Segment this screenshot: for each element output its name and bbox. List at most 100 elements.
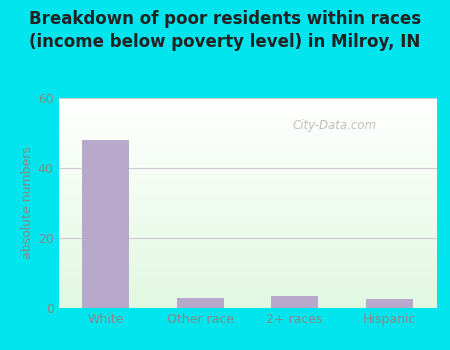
Bar xyxy=(58,233,436,235)
Bar xyxy=(58,136,436,137)
Bar xyxy=(58,205,436,206)
Bar xyxy=(58,216,436,217)
Bar xyxy=(58,307,436,308)
Bar xyxy=(58,164,436,165)
Bar xyxy=(58,131,436,132)
Bar xyxy=(58,119,436,120)
Bar xyxy=(58,107,436,108)
Bar xyxy=(58,181,436,182)
Bar xyxy=(58,165,436,166)
Bar xyxy=(58,110,436,111)
Bar xyxy=(58,238,436,239)
Bar xyxy=(58,298,436,299)
Bar xyxy=(58,206,436,207)
Bar xyxy=(58,180,436,181)
Bar xyxy=(58,261,436,262)
Bar xyxy=(58,163,436,164)
Bar xyxy=(176,298,224,308)
Bar xyxy=(58,244,436,245)
Bar xyxy=(58,239,436,240)
Bar xyxy=(58,123,436,124)
Bar xyxy=(58,140,436,141)
Bar xyxy=(58,289,436,290)
Bar xyxy=(58,258,436,259)
Bar xyxy=(58,306,436,307)
Bar xyxy=(58,179,436,180)
Bar xyxy=(58,280,436,281)
Bar xyxy=(58,202,436,203)
Bar xyxy=(58,210,436,211)
Bar xyxy=(58,194,436,195)
Bar xyxy=(58,98,436,99)
Bar xyxy=(58,293,436,294)
Bar xyxy=(58,101,436,102)
Bar xyxy=(58,116,436,117)
Bar xyxy=(58,242,436,243)
Bar xyxy=(58,217,436,218)
Bar xyxy=(58,114,436,115)
Bar xyxy=(58,156,436,157)
Bar xyxy=(58,268,436,269)
Bar xyxy=(58,209,436,210)
Bar xyxy=(58,296,436,298)
Bar xyxy=(58,204,436,205)
Bar xyxy=(58,147,436,148)
Bar xyxy=(58,256,436,257)
Bar xyxy=(58,271,436,272)
Bar xyxy=(58,100,436,101)
Bar xyxy=(58,260,436,261)
Bar xyxy=(58,155,436,156)
Bar xyxy=(58,223,436,224)
Bar xyxy=(58,304,436,305)
Bar xyxy=(58,229,436,230)
Bar xyxy=(58,201,436,202)
Bar xyxy=(58,111,436,112)
Bar xyxy=(58,228,436,229)
Bar xyxy=(58,139,436,140)
Bar xyxy=(58,188,436,189)
Bar xyxy=(58,276,436,278)
Bar xyxy=(58,251,436,252)
Bar xyxy=(58,141,436,142)
Bar xyxy=(58,269,436,270)
Bar xyxy=(58,196,436,197)
Bar xyxy=(58,287,436,288)
Bar xyxy=(271,296,319,308)
Bar xyxy=(58,161,436,162)
Bar xyxy=(58,200,436,201)
Bar xyxy=(58,240,436,241)
Bar xyxy=(58,300,436,301)
Bar xyxy=(58,211,436,212)
Bar xyxy=(58,121,436,122)
Bar xyxy=(58,167,436,168)
Bar xyxy=(58,149,436,150)
Bar xyxy=(58,183,436,184)
Bar xyxy=(58,214,436,215)
Bar xyxy=(58,189,436,190)
Bar xyxy=(58,132,436,133)
Bar xyxy=(58,275,436,276)
Bar xyxy=(365,299,413,308)
Bar xyxy=(58,108,436,110)
Bar xyxy=(58,281,436,282)
Bar xyxy=(58,103,436,104)
Bar xyxy=(58,152,436,153)
Bar xyxy=(58,245,436,246)
Bar xyxy=(58,241,436,242)
Bar xyxy=(58,272,436,273)
Bar xyxy=(58,236,436,237)
Bar xyxy=(58,266,436,267)
Bar xyxy=(58,158,436,159)
Bar xyxy=(58,160,436,161)
Text: Breakdown of poor residents within races
(income below poverty level) in Milroy,: Breakdown of poor residents within races… xyxy=(29,10,421,51)
Bar xyxy=(58,182,436,183)
Bar xyxy=(58,301,436,302)
Bar xyxy=(58,130,436,131)
Bar xyxy=(58,173,436,174)
Bar xyxy=(58,153,436,154)
Bar xyxy=(58,248,436,249)
Bar xyxy=(58,257,436,258)
Bar xyxy=(58,135,436,136)
Bar xyxy=(58,148,436,149)
Bar xyxy=(58,126,436,127)
